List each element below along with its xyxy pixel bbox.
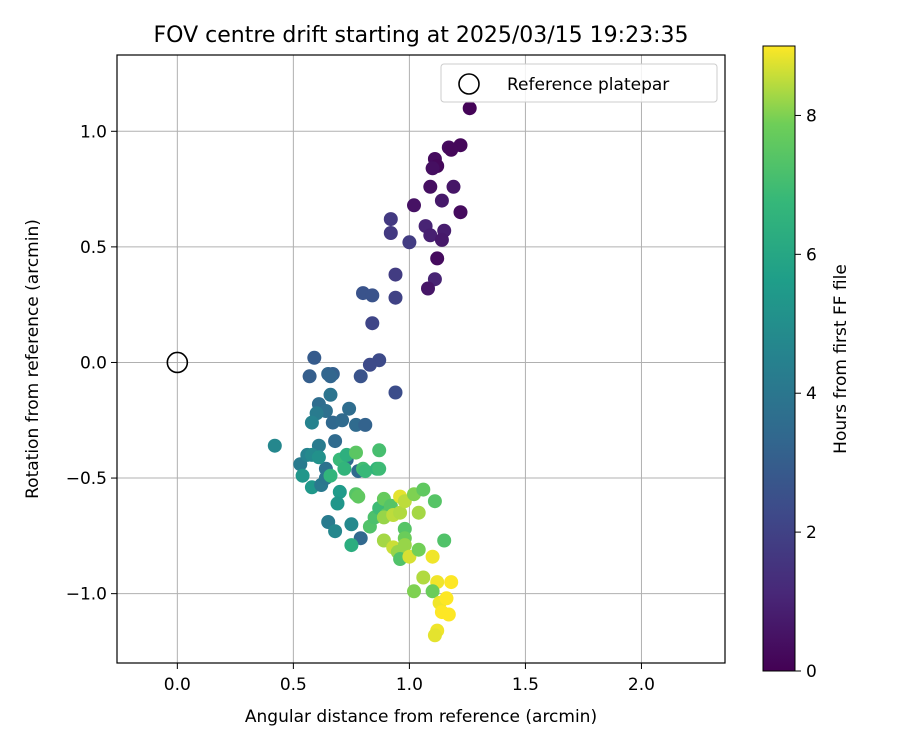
- colorbar-ticks: 0 2 4 6 8: [795, 106, 817, 682]
- data-point: [407, 584, 421, 599]
- legend-marker-icon: [458, 73, 480, 95]
- data-point: [295, 468, 310, 483]
- data-point: [434, 232, 449, 247]
- x-axis-ticks: 0.0 0.5 1.0 1.5 2.0: [164, 663, 655, 695]
- data-point: [425, 549, 440, 564]
- gridlines: [117, 55, 725, 663]
- data-point: [365, 316, 380, 331]
- legend-box: [440, 63, 718, 103]
- data-point: [388, 290, 403, 305]
- y-tick-label: −0.5: [66, 469, 107, 489]
- data-point: [323, 387, 338, 402]
- data-point: [411, 542, 426, 557]
- data-point: [388, 267, 403, 282]
- data-point: [328, 434, 343, 449]
- data-point: [358, 417, 373, 432]
- chart-title: FOV centre drift starting at 2025/03/15 …: [154, 23, 689, 48]
- data-point: [358, 464, 373, 479]
- data-point: [330, 496, 345, 511]
- colorbar-tick-label: 8: [806, 106, 817, 126]
- x-tick-label: 2.0: [628, 675, 655, 695]
- data-point: [437, 533, 452, 548]
- colorbar-tick-label: 2: [806, 523, 817, 543]
- data-point: [434, 193, 449, 208]
- data-point: [402, 235, 417, 250]
- colorbar-tick-label: 6: [806, 245, 817, 265]
- legend: Reference platepar: [440, 63, 718, 103]
- data-point: [423, 228, 438, 243]
- data-point: [388, 385, 403, 400]
- data-point: [342, 401, 357, 416]
- data-point: [423, 179, 438, 194]
- data-point: [427, 628, 442, 643]
- x-tick-label: 1.0: [396, 675, 423, 695]
- colorbar-tick-label: 0: [806, 662, 817, 682]
- x-tick-label: 0.5: [280, 675, 307, 695]
- data-point: [311, 450, 326, 465]
- legend-entry-reference: Reference platepar: [507, 75, 669, 95]
- data-point: [362, 357, 377, 372]
- y-tick-label: 1.0: [80, 122, 107, 142]
- colorbar-gradient: [762, 45, 796, 672]
- data-point: [337, 461, 352, 476]
- data-point: [307, 350, 322, 365]
- colorbar: 0 2 4 6 8 Hours from first FF file: [762, 45, 851, 682]
- data-point: [353, 369, 368, 384]
- data-point: [425, 584, 440, 599]
- data-point: [332, 484, 347, 499]
- data-point: [446, 179, 461, 194]
- data-point: [344, 517, 359, 532]
- data-point: [421, 281, 435, 296]
- data-point: [323, 369, 338, 384]
- data-point: [393, 505, 408, 520]
- data-point: [441, 607, 456, 622]
- data-point: [416, 482, 431, 497]
- data-point: [323, 468, 338, 483]
- y-axis-ticks: −1.0 −0.5 0.0 0.5 1.0: [66, 122, 117, 605]
- data-point: [439, 591, 454, 606]
- data-point: [349, 445, 363, 460]
- data-point: [425, 161, 440, 176]
- data-point: [430, 251, 445, 266]
- data-point: [372, 461, 387, 476]
- data-point: [328, 524, 343, 539]
- data-points: [267, 101, 477, 643]
- y-tick-label: 0.5: [80, 238, 107, 258]
- data-point: [416, 570, 431, 585]
- data-point: [351, 489, 366, 504]
- data-point: [444, 575, 459, 590]
- data-point: [444, 142, 459, 157]
- y-axis-label: Rotation from reference (arcmin): [23, 219, 43, 499]
- data-point: [411, 505, 426, 520]
- y-tick-label: −1.0: [66, 585, 107, 605]
- data-point: [383, 212, 398, 227]
- data-point: [407, 198, 421, 213]
- data-point: [372, 443, 387, 458]
- colorbar-tick-label: 4: [806, 384, 817, 404]
- data-point: [302, 369, 317, 384]
- data-point: [397, 538, 412, 553]
- y-tick-label: 0.0: [80, 353, 107, 373]
- data-point: [304, 415, 319, 430]
- data-point: [453, 205, 468, 220]
- data-point: [427, 494, 442, 509]
- x-tick-label: 1.5: [512, 675, 539, 695]
- data-point: [344, 538, 359, 553]
- data-point: [267, 438, 282, 453]
- data-point: [365, 288, 380, 303]
- data-point: [383, 226, 398, 240]
- x-axis-label: Angular distance from reference (arcmin): [245, 707, 597, 727]
- x-tick-label: 0.0: [164, 675, 191, 695]
- reference-platepar-marker: [166, 351, 189, 374]
- colorbar-label: Hours from first FF file: [831, 264, 851, 454]
- plot-area-frame: [116, 54, 726, 664]
- data-point: [462, 101, 477, 116]
- data-point: [335, 413, 350, 428]
